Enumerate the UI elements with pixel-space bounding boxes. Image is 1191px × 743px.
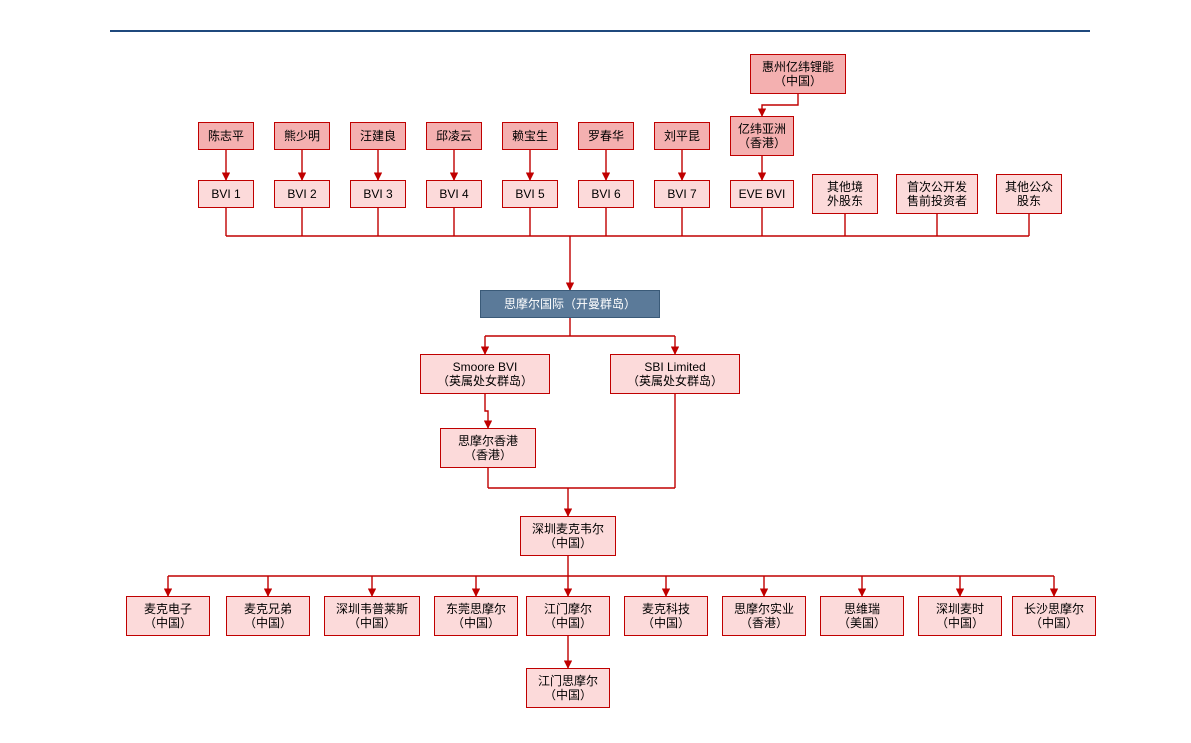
node-othover: 其他境 外股东 (812, 174, 878, 214)
node-bvi1: BVI 1 (198, 180, 254, 208)
node-preipo: 首次公开发 售前投资者 (896, 174, 978, 214)
node-bvi2: BVI 2 (274, 180, 330, 208)
node-p1: 陈志平 (198, 122, 254, 150)
node-ywasia: 亿纬亚洲 （香港） (730, 116, 794, 156)
node-s10: 长沙思摩尔 （中国） (1012, 596, 1096, 636)
node-evebvi: EVE BVI (730, 180, 794, 208)
node-bvi3: BVI 3 (350, 180, 406, 208)
node-p7: 刘平昆 (654, 122, 710, 150)
node-bvi4: BVI 4 (426, 180, 482, 208)
node-sbi: SBI Limited （英属处女群岛） (610, 354, 740, 394)
node-smoorehk: 思摩尔香港 （香港） (440, 428, 536, 468)
node-smoore: 思摩尔国际（开曼群岛） (480, 290, 660, 318)
node-s9: 深圳麦时 （中国） (918, 596, 1002, 636)
node-p5: 赖宝生 (502, 122, 558, 150)
node-s3: 深圳韦普莱斯 （中国） (324, 596, 420, 636)
node-public: 其他公众 股东 (996, 174, 1062, 214)
top-divider (110, 30, 1090, 32)
node-mkwe: 深圳麦克韦尔 （中国） (520, 516, 616, 556)
node-s7: 思摩尔实业 （香港） (722, 596, 806, 636)
node-p3: 汪建良 (350, 122, 406, 150)
node-bvi7: BVI 7 (654, 180, 710, 208)
node-s6: 麦克科技 （中国） (624, 596, 708, 636)
node-p4: 邱凌云 (426, 122, 482, 150)
node-bvi6: BVI 6 (578, 180, 634, 208)
node-hz: 惠州亿纬锂能（中国） (750, 54, 846, 94)
node-bvi5: BVI 5 (502, 180, 558, 208)
node-jm: 江门思摩尔 （中国） (526, 668, 610, 708)
node-s8: 思维瑞 （美国） (820, 596, 904, 636)
node-s1: 麦克电子 （中国） (126, 596, 210, 636)
node-smoorebvi: Smoore BVI （英属处女群岛） (420, 354, 550, 394)
node-p6: 罗春华 (578, 122, 634, 150)
node-s5: 江门摩尔 （中国） (526, 596, 610, 636)
node-s2: 麦克兄弟 （中国） (226, 596, 310, 636)
node-p2: 熊少明 (274, 122, 330, 150)
node-s4: 东莞思摩尔 （中国） (434, 596, 518, 636)
